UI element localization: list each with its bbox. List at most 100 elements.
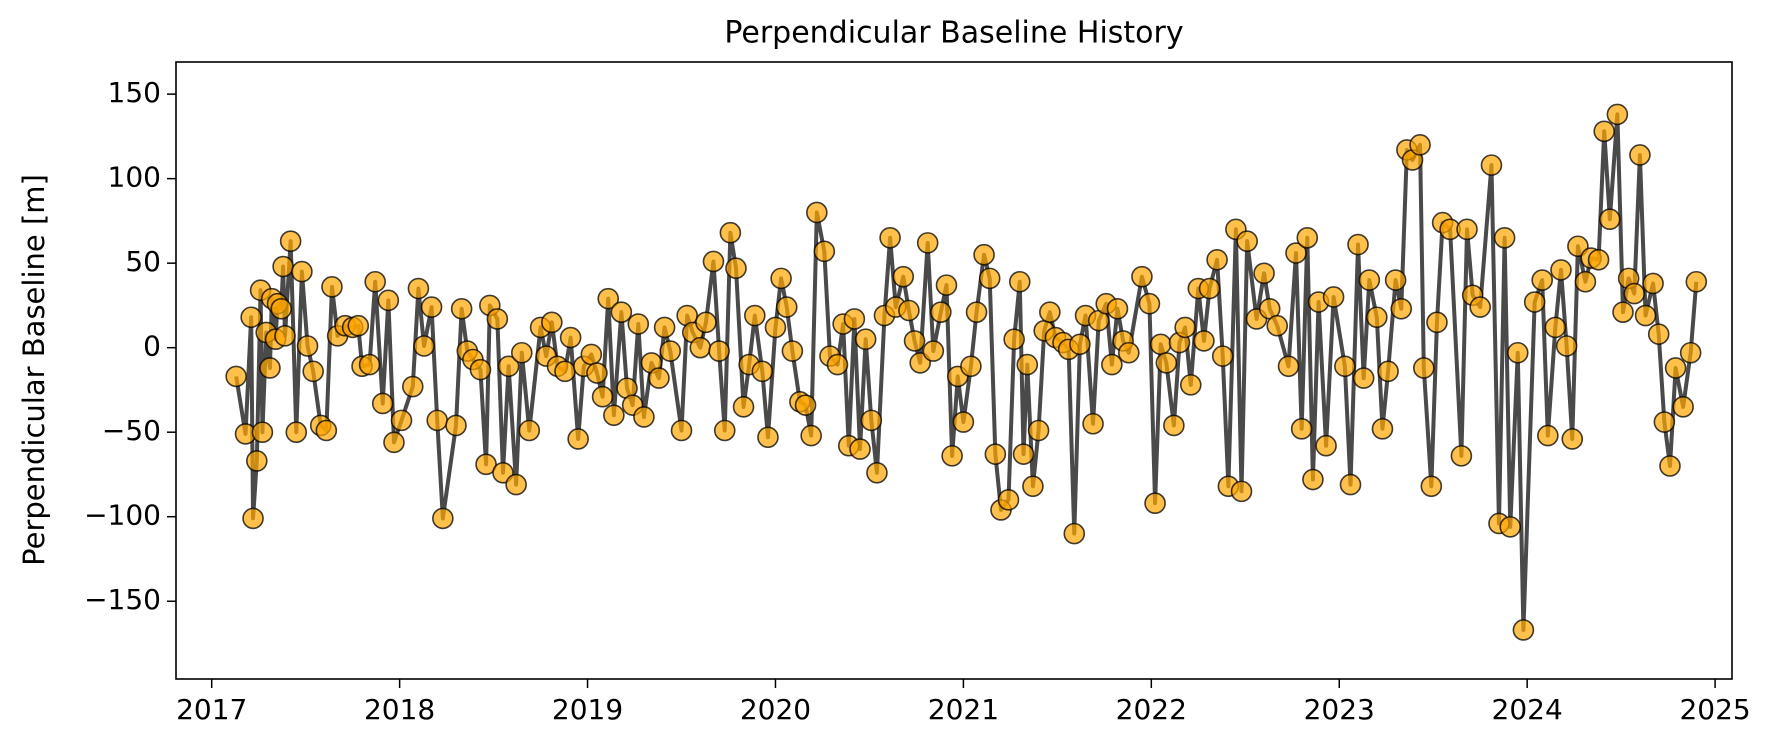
data-point	[1211, 345, 1234, 367]
data-point	[1193, 330, 1215, 352]
data-point	[603, 404, 625, 427]
data-point	[270, 297, 293, 320]
data-point	[1290, 418, 1313, 440]
data-point	[580, 343, 603, 366]
data-point	[1456, 218, 1478, 241]
data-point	[259, 357, 281, 379]
data-point	[1069, 333, 1091, 356]
data-point	[225, 365, 247, 388]
data-point	[670, 419, 693, 442]
y-tick-label: 150	[108, 76, 161, 109]
data-point	[1334, 355, 1356, 378]
data-point	[984, 443, 1007, 465]
data-point	[486, 308, 509, 330]
data-point	[432, 507, 454, 530]
data-point	[941, 445, 963, 467]
data-point	[1131, 265, 1153, 288]
data-point	[826, 353, 849, 376]
data-point	[1672, 396, 1694, 418]
data-point	[279, 230, 302, 252]
data-point	[1561, 428, 1584, 450]
data-point	[1163, 414, 1185, 437]
data-point	[903, 330, 926, 352]
data-point	[364, 270, 386, 293]
data-point	[1499, 516, 1522, 538]
data-point	[1322, 286, 1345, 308]
x-tick-label: 2020	[740, 693, 811, 726]
data-point	[1277, 355, 1300, 378]
data-point	[997, 489, 1020, 511]
data-point	[849, 438, 871, 460]
data-point	[1174, 316, 1196, 339]
data-point	[1106, 297, 1129, 320]
data-point	[445, 414, 467, 437]
data-point	[240, 306, 262, 329]
data-point	[597, 287, 620, 310]
data-point	[725, 257, 747, 280]
data-point	[860, 409, 883, 432]
plot-frame	[175, 61, 1733, 680]
data-point	[1450, 445, 1473, 467]
data-point	[648, 367, 670, 389]
x-tick-label: 2018	[364, 693, 435, 726]
data-point	[1358, 269, 1381, 291]
data-point	[744, 304, 766, 327]
data-point	[1679, 341, 1702, 364]
data-point	[1685, 270, 1708, 293]
data-point	[806, 201, 828, 224]
data-point	[285, 421, 308, 444]
data-point	[1623, 282, 1646, 305]
data-point	[1082, 412, 1104, 435]
data-point	[732, 396, 755, 418]
data-point	[916, 232, 939, 254]
data-point	[1179, 374, 1202, 396]
data-point	[1206, 248, 1228, 271]
y-tick-label: −100	[84, 499, 161, 532]
data-point	[794, 394, 817, 416]
data-point	[1606, 103, 1629, 126]
data-point	[1377, 360, 1399, 383]
y-tick-label: −150	[84, 583, 161, 616]
data-point	[1512, 619, 1535, 641]
data-point	[390, 409, 413, 432]
y-tick-label: −50	[102, 414, 161, 447]
data-point	[1149, 333, 1172, 356]
data-point	[866, 461, 888, 484]
data-point	[315, 419, 338, 442]
x-tick-label: 2025	[1679, 693, 1750, 726]
data-point	[695, 311, 717, 334]
data-point	[843, 308, 866, 330]
data-point	[1003, 328, 1025, 351]
data-point	[1629, 144, 1651, 166]
data-point	[1506, 341, 1529, 364]
data-point	[426, 409, 449, 432]
data-point	[505, 473, 527, 496]
data-point	[930, 301, 952, 323]
data-point	[1659, 455, 1681, 477]
data-point	[1027, 419, 1050, 442]
data-point	[1339, 473, 1362, 496]
data-point	[401, 375, 424, 398]
data-point	[1634, 304, 1657, 327]
data-point	[800, 424, 822, 447]
y-axis-label: Perpendicular Baseline [m]	[17, 174, 51, 566]
data-point	[358, 353, 381, 376]
data-point	[713, 419, 736, 442]
data-point	[586, 362, 608, 384]
x-tick-label: 2022	[1116, 693, 1187, 726]
data-point	[1555, 335, 1578, 357]
data-point	[892, 265, 915, 288]
data-point	[1599, 208, 1621, 231]
data-point	[1537, 424, 1559, 447]
data-point	[1008, 270, 1031, 293]
data-point	[1138, 292, 1161, 315]
data-point	[689, 336, 712, 359]
x-tick-label: 2024	[1492, 693, 1563, 726]
data-point	[407, 277, 430, 300]
data-point	[1587, 248, 1610, 271]
y-tick-label: 100	[108, 161, 161, 194]
data-point	[1647, 323, 1670, 345]
data-point	[559, 326, 582, 349]
data-point	[420, 296, 443, 318]
